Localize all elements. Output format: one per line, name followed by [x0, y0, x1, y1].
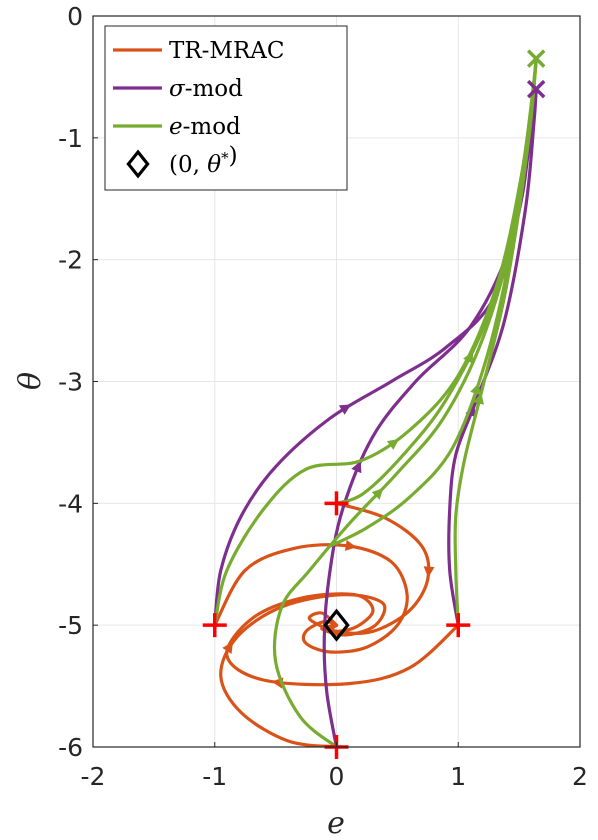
series-tr-mrac-arrow: [423, 566, 435, 578]
legend-tr-mrac-label: TR-MRAC: [169, 38, 285, 64]
x-tick-label: -1: [202, 762, 227, 791]
y-tick-label: -3: [58, 368, 83, 397]
legend-label-part: -mod: [183, 114, 241, 140]
x-tick-label: 1: [450, 762, 466, 791]
series-sigma-mod-arrow: [338, 404, 352, 415]
legend-label-part: σ: [169, 76, 186, 102]
legend-label-part: TR-MRAC: [169, 38, 285, 64]
legend-label-part: -mod: [185, 76, 243, 102]
series-tr-mrac-arrow: [344, 540, 357, 551]
legend-sigma-mod-label: σ-mod: [169, 76, 243, 102]
legend-label-part: e: [169, 114, 183, 140]
y-tick-label: -2: [58, 246, 83, 275]
equilibrium-marker: [323, 608, 350, 642]
legend-equilibrium-label: (0, θ*): [169, 143, 238, 178]
series-e-mod-arrow: [473, 392, 484, 405]
y-tick-label: 0: [67, 2, 83, 31]
x-tick-label: 2: [572, 762, 588, 791]
series-e-mod-arrow: [386, 439, 399, 450]
legend-label-part: θ: [207, 152, 221, 178]
series-e-mod-arrow: [463, 351, 473, 364]
end-marker-sigma-mod: [526, 79, 546, 99]
legend-label-part: *: [221, 149, 229, 167]
series-tr-mrac-line: [219, 593, 387, 747]
y-axis-label: θ: [13, 372, 48, 390]
x-tick-label: -2: [81, 762, 106, 791]
series-tr-mrac-arrow: [222, 641, 233, 654]
x-axis-label: e: [327, 806, 345, 840]
legend-e-mod-label: e-mod: [169, 114, 241, 140]
series-e-mod-line: [328, 57, 538, 548]
series-e-mod-arrow: [470, 383, 481, 396]
x-tick-label: 0: [329, 762, 345, 791]
series-tr-mrac-line: [307, 501, 431, 635]
y-tick-label: -5: [58, 611, 83, 640]
axis-ticks: -2 -1 0 1 2 0 -1 -2 -3 -4 -5 -6: [58, 2, 588, 791]
legend-label-part: ): [229, 143, 238, 169]
y-tick-label: -4: [58, 489, 83, 518]
legend-equilibrium-symbol: [126, 149, 150, 179]
y-tick-label: -6: [58, 733, 83, 762]
series-tr-mrac-line: [225, 592, 460, 687]
series-e-mod-arrow: [371, 488, 384, 500]
series-tr-mrac-line: [213, 543, 409, 654]
series-sigma-mod-arrow: [351, 460, 362, 474]
series-layer: [213, 57, 538, 747]
legend-label-part: (0,: [169, 152, 207, 178]
y-tick-label: -1: [58, 124, 83, 153]
end-marker-e-mod: [526, 49, 546, 68]
